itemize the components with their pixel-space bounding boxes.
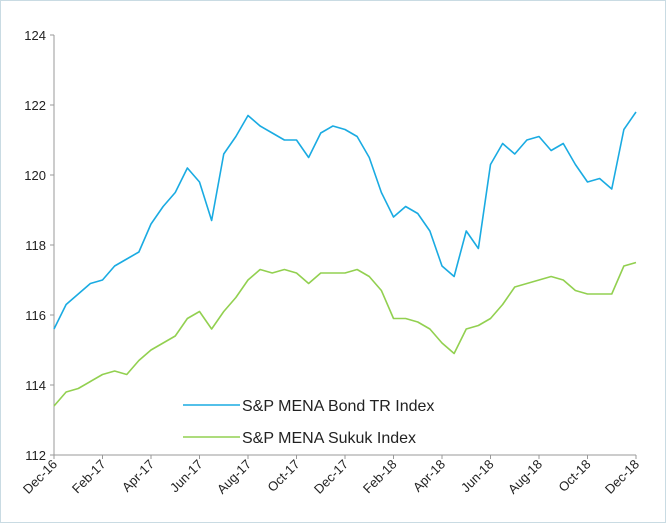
legend-label: S&P MENA Sukuk Index: [242, 430, 416, 447]
y-tick-label: 124: [24, 28, 46, 43]
series-line: [53, 111, 637, 330]
y-tick-label: 116: [25, 308, 46, 323]
y-tick-label: 120: [24, 168, 46, 183]
y-tick-label: 118: [25, 238, 46, 253]
y-tick-label: 122: [24, 98, 46, 113]
y-tick-label: 112: [25, 448, 46, 463]
series-line: [53, 261, 637, 407]
legend-label: S&P MENA Bond TR Index: [242, 398, 434, 415]
y-tick-label: 114: [25, 378, 46, 393]
